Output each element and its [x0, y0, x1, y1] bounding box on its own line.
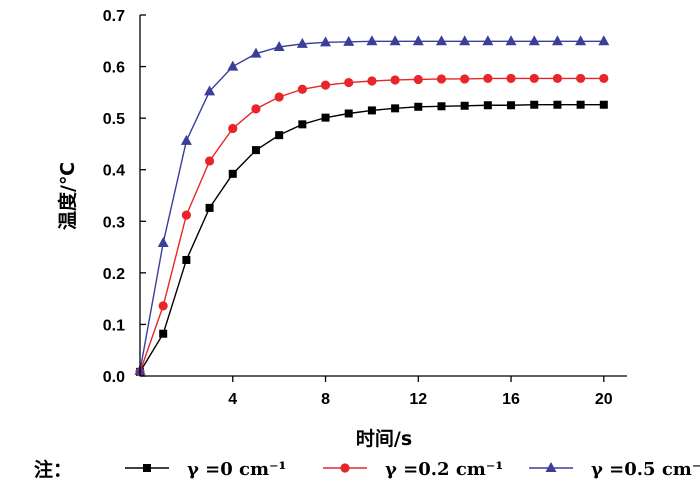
data-point [552, 73, 563, 84]
data-point [436, 74, 447, 84]
data-point [551, 35, 563, 46]
y-axis-title: 温度/℃ [56, 162, 79, 230]
data-point [343, 35, 355, 46]
x-tick-label: 20 [595, 391, 613, 408]
data-point [227, 60, 239, 71]
data-point [180, 134, 192, 145]
data-point [575, 35, 587, 46]
data-point [320, 80, 331, 90]
data-point [391, 104, 400, 113]
legend-item-2: γ =0.2 cm⁻¹ [323, 459, 503, 480]
series-line [139, 77, 604, 373]
data-point [553, 100, 562, 109]
data-point [321, 113, 330, 122]
data-point [251, 104, 261, 114]
legend-label: γ =0.5 cm⁻¹ [591, 459, 700, 480]
legend-swatch-marker [340, 463, 350, 473]
data-point [205, 203, 214, 212]
data-point [506, 73, 516, 84]
data-point [297, 84, 307, 94]
plot-area [134, 35, 610, 377]
data-point [228, 123, 238, 134]
y-tick-label: 0.6 [103, 60, 125, 77]
series-1 [136, 100, 608, 376]
legend-swatch-marker [143, 464, 151, 472]
data-point [413, 74, 423, 85]
y-tick-label: 0.3 [103, 214, 125, 231]
data-point [598, 35, 610, 46]
data-point [158, 301, 168, 311]
data-point [483, 73, 493, 84]
data-point [275, 131, 284, 140]
data-point [367, 76, 377, 86]
data-point [437, 102, 446, 111]
data-point [528, 35, 540, 46]
y-tick-label: 0.4 [103, 163, 125, 180]
data-point [576, 73, 586, 84]
y-tick-label: 0.1 [103, 317, 125, 334]
x-tick-label: 8 [321, 391, 330, 408]
data-point [529, 73, 539, 84]
data-point [414, 102, 423, 111]
x-ticks: 4 8 12 16 20 [228, 376, 613, 408]
data-point [228, 169, 237, 178]
legend: 注： γ =0 cm⁻¹ γ =0.2 cm⁻¹ γ =0.5 cm⁻¹ [34, 458, 700, 481]
data-point [274, 92, 284, 102]
data-point [435, 35, 447, 46]
y-tick-label: 0.7 [103, 8, 125, 25]
legend-swatch-marker [545, 462, 557, 472]
data-point [460, 101, 469, 110]
data-point [389, 35, 401, 46]
data-point [483, 101, 492, 110]
x-tick-label: 4 [228, 391, 237, 408]
series-3 [134, 35, 610, 375]
data-point [251, 146, 260, 155]
data-point [204, 156, 215, 166]
data-point [344, 77, 354, 88]
data-point [344, 109, 353, 118]
data-point [599, 73, 609, 84]
data-point [507, 101, 516, 110]
data-point [204, 85, 216, 96]
series-2 [135, 73, 609, 377]
data-point [576, 100, 585, 109]
legend-item-3: γ =0.5 cm⁻¹ [529, 459, 700, 480]
data-point [296, 37, 308, 48]
data-point [181, 210, 191, 220]
data-point [367, 106, 376, 115]
data-point [459, 35, 471, 46]
legend-label: γ =0.2 cm⁻¹ [385, 459, 503, 480]
data-point [320, 36, 332, 47]
data-point [250, 47, 262, 58]
series-line [139, 104, 604, 373]
data-point [366, 35, 378, 46]
axes [139, 15, 627, 377]
y-ticks: 0.0 0.1 0.2 0.3 0.4 0.5 0.6 0.7 [103, 8, 146, 386]
data-point [505, 35, 517, 46]
data-point [482, 35, 494, 46]
data-point [182, 255, 191, 264]
legend-item-1: γ =0 cm⁻¹ [125, 459, 286, 480]
data-point [412, 35, 424, 46]
data-point [460, 74, 470, 84]
data-point [273, 40, 285, 51]
legend-label: γ =0 cm⁻¹ [187, 459, 286, 480]
data-point [599, 100, 608, 109]
data-point [530, 100, 539, 109]
x-axis-title: 时间/s [356, 428, 412, 450]
x-tick-label: 16 [502, 391, 520, 408]
x-tick-label: 12 [409, 391, 427, 408]
data-point [159, 329, 168, 338]
data-point [390, 75, 400, 85]
legend-note: 注： [34, 458, 72, 481]
data-point [157, 236, 169, 247]
y-tick-label: 0.0 [103, 369, 125, 386]
y-tick-label: 0.2 [103, 266, 125, 283]
y-tick-label: 0.5 [103, 111, 125, 128]
data-point [298, 120, 307, 129]
